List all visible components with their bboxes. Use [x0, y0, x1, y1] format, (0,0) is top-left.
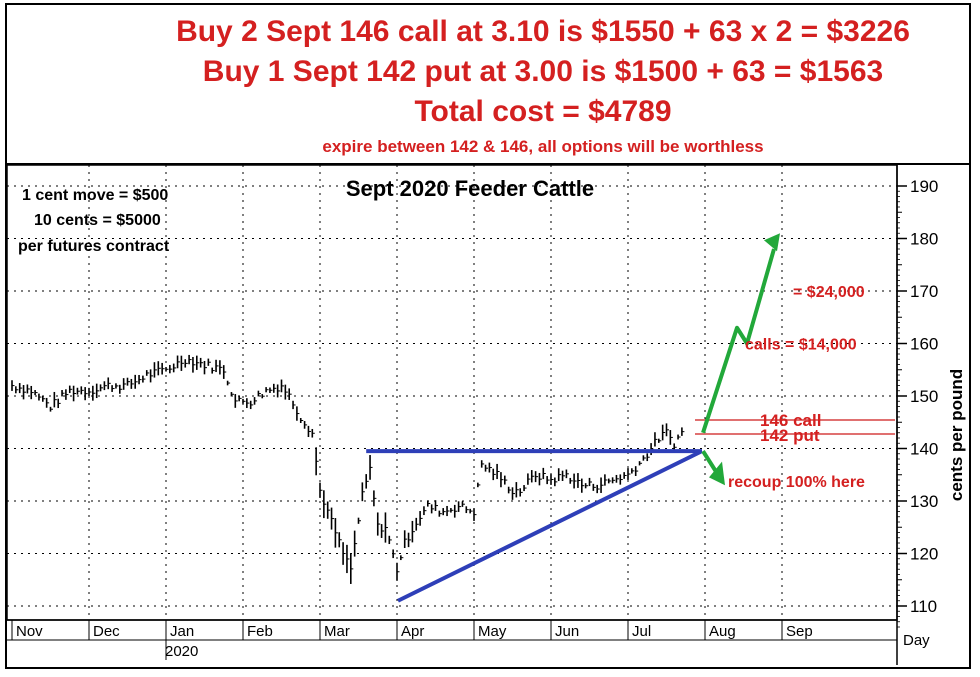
put-strike-label: 142 put — [760, 426, 820, 445]
y-tick-label: 150 — [910, 387, 938, 406]
y-tick-label: 120 — [910, 545, 938, 564]
profit-24k-label: = $24,000 — [793, 284, 865, 301]
y-tick-label: 160 — [910, 335, 938, 354]
header-line-3: Total cost = $4789 — [414, 95, 672, 128]
y-axis-label: cents per pound — [947, 369, 966, 501]
header-line-4: expire between 142 & 146, all options wi… — [322, 137, 764, 156]
note-line-1: 1 cent move = $500 — [22, 187, 168, 204]
chart-title: Sept 2020 Feeder Cattle — [346, 176, 594, 201]
note-line-3: per futures contract — [18, 238, 170, 255]
month-label: Feb — [247, 623, 273, 640]
x-axis-label: Day — [903, 632, 930, 649]
upside-arrow-head — [764, 233, 780, 252]
month-label: Sep — [786, 623, 813, 640]
downside-arrow-head — [709, 461, 725, 486]
month-label: Dec — [93, 623, 120, 640]
month-label: Jul — [632, 623, 651, 640]
plot-border — [6, 164, 898, 621]
y-tick-label: 130 — [910, 492, 938, 511]
month-layer: Nov Dec Jan Feb Mar Apr May Jun Jul Aug Sep — [11, 620, 813, 660]
y-tick-label: 190 — [910, 177, 938, 196]
month-label: Jan — [170, 623, 194, 640]
grid-layer — [7, 165, 897, 620]
y-tick-label: 140 — [910, 440, 938, 459]
y-tick-label: 110 — [910, 597, 937, 616]
year-label: 2020 — [165, 643, 198, 660]
call-strike-label: 146 call — [760, 411, 821, 430]
note-line-2: 10 cents = $5000 — [34, 212, 161, 229]
chart-frame: Buy 2 Sept 146 call at 3.10 is $1550 + 6… — [5, 3, 971, 669]
y-tick-label: 170 — [910, 282, 938, 301]
recoup-label: recoup 100% here — [728, 474, 865, 491]
month-label: Mar — [324, 623, 350, 640]
month-label: Apr — [401, 623, 424, 640]
upside-arrow — [701, 248, 776, 434]
month-label: Jun — [555, 623, 579, 640]
header-line-1: Buy 2 Sept 146 call at 3.10 is $1550 + 6… — [176, 15, 910, 48]
price-bars — [11, 354, 685, 584]
month-label: Nov — [16, 623, 43, 640]
month-label: Aug — [709, 623, 736, 640]
header-panel: Buy 2 Sept 146 call at 3.10 is $1550 + 6… — [7, 5, 969, 165]
month-label: May — [478, 623, 507, 640]
y-tick-label: 180 — [910, 230, 938, 249]
header-line-2: Buy 1 Sept 142 put at 3.00 is $1500 + 63… — [202, 55, 884, 88]
profit-14k-label: calls = $14,000 — [745, 337, 857, 354]
y-tick-layer: 110 120 130 140 150 160 170 180 190 — [897, 177, 938, 628]
support-trendline — [397, 449, 703, 603]
